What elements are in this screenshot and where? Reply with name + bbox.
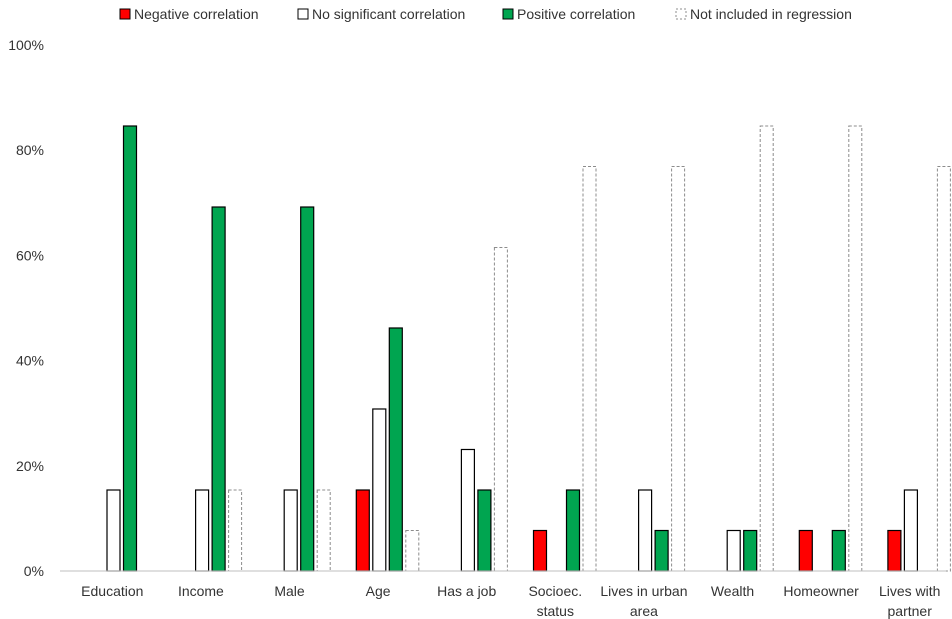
- bar-positive-correlation-has-a-job: [477, 489, 492, 572]
- legend: Negative correlation No significant corre…: [119, 6, 852, 22]
- bar-group-male: [283, 206, 331, 572]
- bar-positive-correlation-socioec-status: [565, 489, 581, 572]
- x-category-label: area: [630, 603, 658, 619]
- x-category-label: Education: [81, 583, 143, 599]
- x-category-label: Income: [178, 583, 224, 599]
- y-tick-label: 100%: [8, 37, 44, 53]
- bar-no-significant-correlation-age: [372, 408, 387, 572]
- y-tick-label: 40%: [16, 353, 44, 369]
- legend-item-negative-correlation: Negative correlation: [119, 6, 259, 22]
- bar-positive-correlation-age: [388, 327, 403, 572]
- bar-not-included-in-regression-income: [228, 489, 243, 572]
- x-category-label: Lives with: [879, 583, 940, 599]
- legend-label: Negative correlation: [134, 6, 259, 22]
- bar-no-significant-correlation-lives-in-urban-area: [637, 489, 653, 572]
- x-category-label: partner: [888, 603, 933, 619]
- legend-swatch: [675, 8, 687, 20]
- y-tick-label: 80%: [16, 142, 44, 158]
- y-tick-label: 60%: [16, 247, 44, 263]
- bars: [106, 125, 951, 572]
- x-category-label: Wealth: [711, 583, 754, 599]
- x-category-label: Male: [274, 583, 305, 599]
- legend-label: No significant correlation: [312, 6, 465, 22]
- bar-not-included-in-regression-male: [316, 489, 331, 572]
- bar-positive-correlation-wealth: [743, 529, 758, 572]
- bar-not-included-in-regression-age: [405, 530, 420, 572]
- legend-swatch: [119, 8, 131, 20]
- bar-positive-correlation-lives-in-urban-area: [654, 529, 669, 572]
- legend-label: Not included in regression: [690, 6, 852, 22]
- bar-negative-correlation-lives-with-partner: [887, 529, 902, 572]
- bar-positive-correlation-income: [211, 206, 226, 572]
- bar-group-lives-in-urban-area: [637, 166, 686, 572]
- bar-negative-correlation-age: [355, 489, 370, 572]
- bar-no-significant-correlation-lives-with-partner: [903, 489, 919, 572]
- bar-group-income: [195, 206, 243, 572]
- y-axis: 0% 20% 40% 60% 80% 100%: [8, 37, 44, 579]
- bar-no-significant-correlation-wealth: [726, 529, 741, 572]
- legend-swatch: [297, 8, 309, 20]
- y-tick-label: 0%: [24, 563, 44, 579]
- bar-no-significant-correlation-has-a-job: [460, 448, 475, 572]
- bar-negative-correlation-socioec-status: [532, 529, 548, 572]
- bar-positive-correlation-male: [300, 206, 315, 572]
- bar-group-socioec-status: [532, 166, 597, 572]
- bar-not-included-in-regression-has-a-job: [493, 247, 508, 572]
- legend-swatch: [502, 8, 514, 20]
- bar-group-education: [106, 125, 138, 572]
- x-axis: Education Income Male Age Has a job Socioec. s…: [60, 570, 946, 619]
- legend-label: Positive correlation: [517, 6, 635, 22]
- x-category-label: Homeowner: [783, 583, 859, 599]
- bar-group-age: [355, 327, 420, 572]
- x-category-label: Age: [366, 583, 391, 599]
- bar-not-included-in-regression-lives-in-urban-area: [671, 166, 686, 572]
- bar-positive-correlation-homeowner: [831, 529, 846, 572]
- bar-negative-correlation-homeowner: [798, 529, 813, 572]
- bar-group-lives-with-partner: [887, 166, 951, 572]
- bar-group-wealth: [726, 125, 774, 572]
- bar-no-significant-correlation-education: [106, 489, 121, 572]
- legend-item-not-included-in-regression: Not included in regression: [675, 6, 852, 22]
- x-category-label: status: [537, 603, 574, 619]
- legend-item-no-significant-correlation: No significant correlation: [297, 6, 465, 22]
- bar-group-homeowner: [798, 125, 863, 572]
- bar-not-included-in-regression-lives-with-partner: [936, 166, 951, 572]
- bar-not-included-in-regression-socioec-status: [582, 166, 597, 572]
- bar-group-has-a-job: [460, 247, 508, 572]
- bar-no-significant-correlation-male: [283, 489, 298, 572]
- bar-not-included-in-regression-homeowner: [848, 125, 863, 572]
- x-category-label: Lives in urban: [600, 583, 687, 599]
- bar-positive-correlation-education: [122, 125, 138, 572]
- legend-item-positive-correlation: Positive correlation: [502, 6, 635, 22]
- x-category-label: Has a job: [437, 583, 496, 599]
- x-category-label: Socioec.: [528, 583, 582, 599]
- bar-not-included-in-regression-wealth: [759, 125, 774, 572]
- y-tick-label: 20%: [16, 458, 44, 474]
- bar-no-significant-correlation-income: [195, 489, 210, 572]
